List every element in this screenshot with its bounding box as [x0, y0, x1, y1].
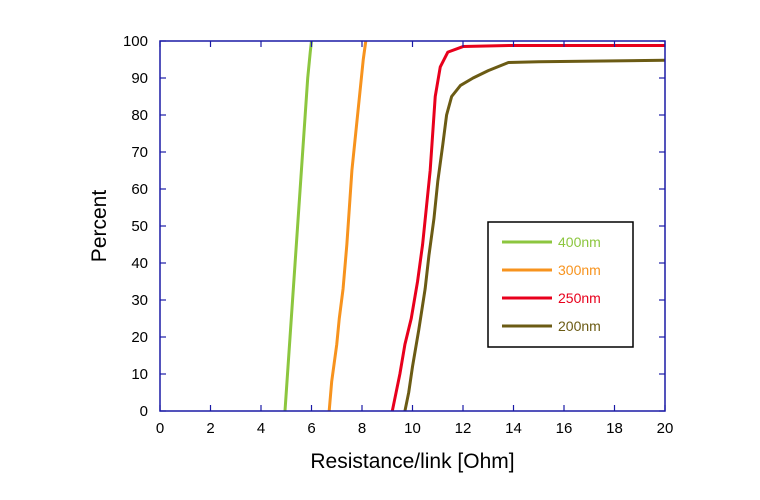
x-tick-label: 18	[606, 420, 623, 437]
y-tick-label: 10	[131, 366, 148, 383]
x-tick-label: 12	[455, 420, 472, 437]
series-line-400nm	[283, 40, 313, 412]
x-tick-label: 4	[257, 420, 265, 437]
y-tick-label: 0	[140, 403, 148, 420]
legend-label-250nm: 250nm	[558, 290, 601, 306]
series-line-300nm	[327, 40, 368, 412]
legend-label-300nm: 300nm	[558, 262, 601, 278]
legend-label-200nm: 200nm	[558, 318, 601, 334]
y-tick-label: 50	[131, 218, 148, 235]
y-tick-label: 40	[131, 255, 148, 272]
x-tick-label: 14	[505, 420, 522, 437]
y-axis-title: Percent	[88, 190, 111, 263]
x-axis-title: Resistance/link [Ohm]	[310, 450, 514, 473]
series-layer	[283, 40, 666, 412]
x-tick-label: 20	[657, 420, 674, 437]
axis-tick-labels: 0 2 4 6 8 10 12 14 16 18 20 0 10 20 30 40 50 60 70 80 90 100	[123, 33, 673, 437]
y-tick-label: 60	[131, 181, 148, 198]
y-tick-label: 20	[131, 329, 148, 346]
y-tick-label: 80	[131, 107, 148, 124]
axis-ticks	[159, 40, 666, 412]
series-line-200nm	[403, 58, 666, 412]
series-line-250nm	[390, 43, 665, 412]
x-tick-label: 10	[404, 420, 421, 437]
x-tick-label: 2	[206, 420, 214, 437]
y-tick-label: 70	[131, 144, 148, 161]
x-tick-label: 16	[556, 420, 573, 437]
y-tick-label: 90	[131, 70, 148, 87]
x-tick-label: 0	[156, 420, 164, 437]
y-tick-label: 30	[131, 292, 148, 309]
x-tick-label: 6	[307, 420, 315, 437]
y-tick-label: 100	[123, 33, 148, 50]
legend-items: 400nm 300nm 250nm 200nm	[502, 234, 601, 334]
legend-label-400nm: 400nm	[558, 234, 601, 250]
legend: 400nm 300nm 250nm 200nm	[487, 221, 634, 348]
x-tick-label: 8	[358, 420, 366, 437]
